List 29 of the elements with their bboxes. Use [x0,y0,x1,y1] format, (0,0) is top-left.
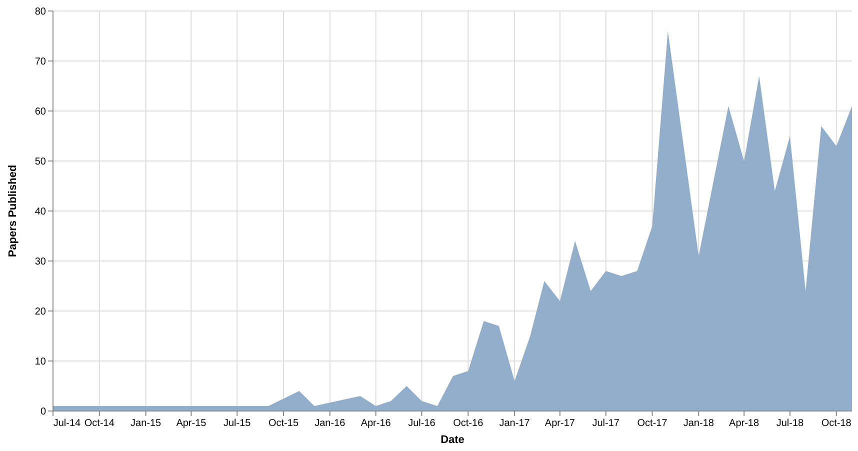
x-tick-label: Apr-17 [544,418,576,429]
x-tick-label: Jul-15 [223,418,252,429]
x-axis-title: Date [440,434,464,446]
x-tick-label: Apr-16 [360,418,392,429]
x-tick-label: Jul-14 [53,418,82,429]
x-tick-label: Jan-17 [499,418,530,429]
y-tick-label: 40 [34,206,46,218]
x-tick-label: Oct-16 [453,418,484,429]
x-tick-label: Oct-17 [637,418,668,429]
x-tick-label: Jan-18 [683,418,714,429]
x-tick-label: Jul-16 [408,418,436,429]
y-tick-label: 60 [34,106,46,118]
y-tick-label: 10 [34,356,46,368]
y-tick-label: 80 [34,6,46,18]
x-tick-label: Apr-18 [729,418,760,429]
x-tick-label: Jul-18 [776,418,804,429]
y-tick-label: 30 [34,256,46,268]
x-tick-label: Oct-18 [821,418,852,429]
x-tick-label: Jan-16 [314,418,346,429]
y-tick-label: 50 [34,156,46,168]
y-tick-label: 20 [34,306,46,318]
x-tick-label: Oct-14 [84,418,115,429]
x-tick-label: Jan-15 [130,418,162,429]
x-tick-label: Jul-17 [592,418,620,429]
y-tick-label: 70 [34,56,46,68]
x-tick-label: Apr-15 [176,418,207,429]
x-tick-label: Oct-15 [268,418,299,429]
y-tick-label: 0 [40,406,46,418]
y-axis-title: Papers Published [7,164,19,258]
